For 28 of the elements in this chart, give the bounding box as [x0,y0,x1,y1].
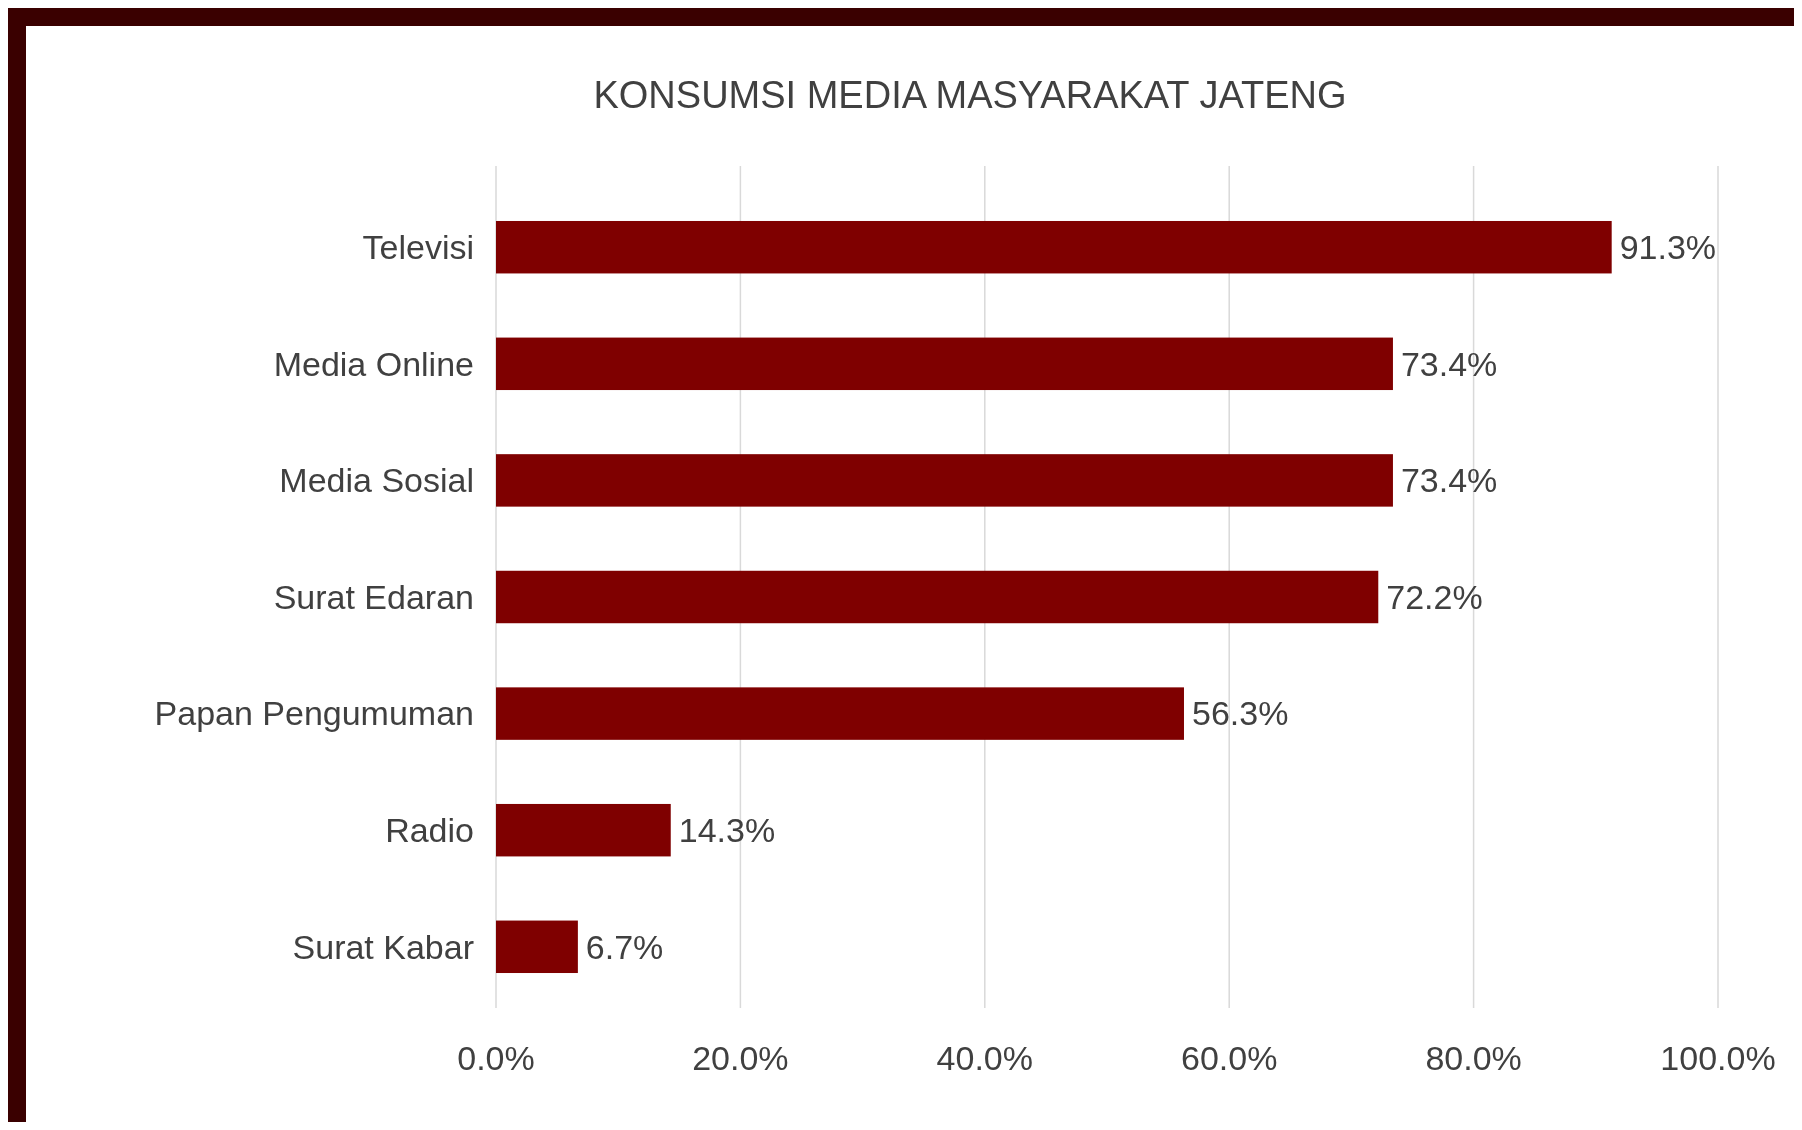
x-tick-label: 0.0% [457,1039,535,1077]
data-label: 91.3% [1619,228,1717,267]
x-tick-label: 60.0% [1181,1039,1278,1077]
data-label: 6.7% [585,927,664,966]
bar [496,220,1612,274]
data-label: 14.3% [678,811,776,850]
y-tick-label: Media Online [273,344,474,383]
y-tick-label: Televisi [362,228,474,267]
data-label: 72.2% [1386,577,1483,616]
data-label: 73.4% [1400,461,1498,500]
bar [496,920,578,974]
y-tick-label: Media Sosial [279,461,474,500]
chart-title: KONSUMSI MEDIA MASYARAKAT JATENG [593,74,1347,116]
bar [496,570,1379,624]
data-label: 73.4% [1400,344,1498,383]
y-tick-label: Surat Edaran [273,577,474,616]
bar [496,454,1393,507]
bar [496,803,671,857]
y-tick-label: Surat Kabar [292,927,474,966]
x-tick-label: 100.0% [1660,1039,1776,1077]
x-tick-label: 40.0% [936,1039,1033,1077]
data-label: 56.3% [1191,694,1289,733]
bar [496,687,1184,740]
bar [496,337,1393,391]
x-tick-label: 20.0% [692,1039,789,1077]
y-tick-label: Papan Pengumuman [154,694,474,733]
y-tick-label: Radio [385,811,474,850]
x-tick-label: 80.0% [1425,1039,1522,1077]
